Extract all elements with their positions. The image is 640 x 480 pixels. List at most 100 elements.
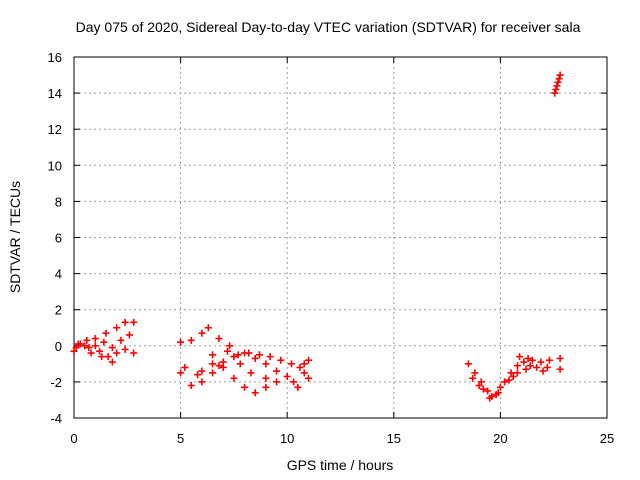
data-point [471,369,479,377]
data-point [283,372,291,380]
data-point [98,353,106,361]
x-tick-label: 5 [177,431,184,446]
data-point [177,369,185,377]
data-point [496,383,504,391]
data-point [255,351,263,359]
data-point [215,362,223,370]
x-tick-label: 0 [70,431,77,446]
data-point [72,344,80,352]
data-point [230,374,238,382]
data-point [224,347,232,355]
data-point [83,336,91,344]
data-point [194,371,202,379]
data-point [113,324,121,332]
data-point [484,387,492,395]
data-point [539,367,547,375]
data-point [241,383,249,391]
data-point [513,369,521,377]
data-point [300,369,308,377]
y-tick-label: 4 [55,267,62,282]
data-point [230,353,238,361]
data-point [234,351,242,359]
data-point [555,75,563,83]
data-point [108,358,116,366]
y-tick-label: 0 [55,339,62,354]
y-tick-label: 14 [48,86,62,101]
data-point [537,358,545,366]
y-tick-label: 10 [48,158,62,173]
data-point [556,71,564,79]
data-point [287,360,295,368]
data-point [290,378,298,386]
data-point [262,360,270,368]
data-point [130,349,138,357]
y-tick-label: -2 [50,375,62,390]
data-point [277,356,285,364]
data-point [241,349,249,357]
data-point [294,383,302,391]
data-point [305,356,313,364]
data-point [96,347,104,355]
y-tick-label: 16 [48,50,62,65]
data-point [85,344,93,352]
data-point [117,336,125,344]
data-point [513,362,521,370]
data-point [524,354,532,362]
x-tick-label: 25 [600,431,614,446]
data-point [507,369,515,377]
data-points [70,71,564,402]
y-tick-label: 2 [55,303,62,318]
y-tick-label: 8 [55,194,62,209]
data-point [486,394,494,402]
x-tick-label: 10 [280,431,294,446]
data-point [204,324,212,332]
data-point [464,360,472,368]
chart-title: Day 075 of 2020, Sidereal Day-to-day VTE… [76,19,581,35]
y-tick-labels: -4 -2 0 2 4 6 8 10 12 14 16 [48,50,62,426]
data-point [492,391,500,399]
data-point [262,383,270,391]
data-point [556,365,564,373]
y-tick-label: 6 [55,231,62,246]
data-point [104,353,112,361]
data-point [296,363,304,371]
data-point [305,374,313,382]
data-point [108,344,116,352]
data-point [501,378,509,386]
data-point [74,340,82,348]
data-point [121,318,129,326]
data-point [262,374,270,382]
data-point [554,78,562,86]
x-tick-label: 20 [493,431,507,446]
data-point [469,374,477,382]
data-point [198,329,206,337]
data-point [247,369,255,377]
data-point [181,363,189,371]
data-point [251,354,259,362]
data-point [505,376,513,384]
data-point [91,335,99,343]
y-axis-title: SDTVAR / TECUs [7,181,23,293]
y-tick-label: 12 [48,122,62,137]
data-point [551,89,559,97]
data-point [516,353,524,361]
data-point [273,367,281,375]
axis-ticks [73,56,608,419]
data-point [177,338,185,346]
data-point [187,382,195,390]
data-point [479,385,487,393]
data-point [477,378,485,386]
data-point [300,360,308,368]
data-point [522,365,530,373]
data-point [87,349,95,357]
data-point [526,362,534,370]
y-tick-label: -4 [50,411,62,426]
data-point [251,389,259,397]
data-point [543,363,551,371]
data-point [475,382,483,390]
x-tick-label: 15 [387,431,401,446]
data-point [219,363,227,371]
grid-lines [74,57,607,418]
data-point [236,360,244,368]
data-point [198,367,206,375]
